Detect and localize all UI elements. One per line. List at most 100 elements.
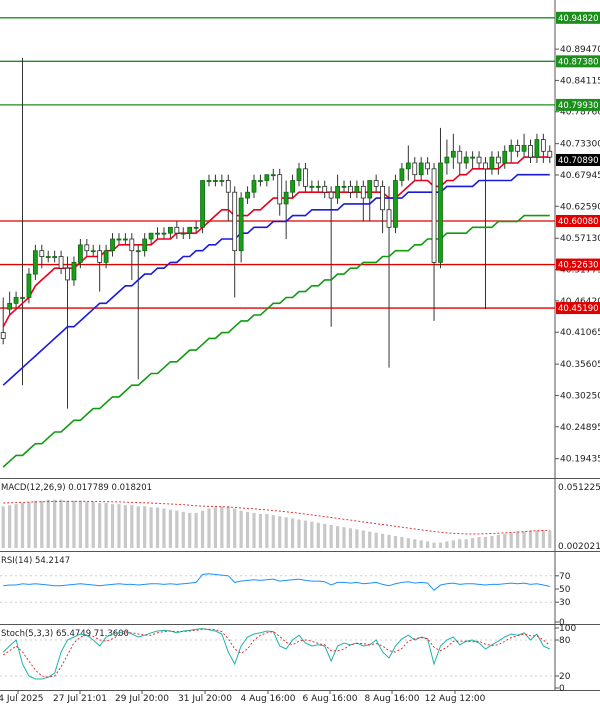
price-tick-label: 40.41065 — [560, 328, 600, 338]
level-tag-label: 40.94820 — [558, 14, 599, 24]
candle-body — [58, 256, 64, 269]
time-tick-label: 6 Aug 16:00 — [303, 694, 358, 704]
candle-body — [495, 156, 501, 164]
level-tag — [556, 302, 600, 315]
moving-average-line — [2, 214, 550, 468]
stoch-title: Stoch(5,3,3) 65.4749 71.3600 — [1, 629, 129, 639]
candle-body — [405, 162, 411, 170]
candle-body — [84, 244, 90, 252]
current-price-tag: 40.70890 — [556, 154, 600, 166]
macd-tick-top: 0.051225 — [558, 483, 600, 493]
candle-body — [77, 244, 83, 263]
candle-body — [457, 150, 463, 164]
price-tick-label: 40.84115 — [560, 76, 600, 86]
candle-body — [7, 302, 13, 310]
candle-body — [277, 174, 283, 205]
candle-body — [367, 180, 373, 199]
candle-body — [0, 332, 6, 339]
candle-body — [155, 232, 160, 235]
level-tag — [556, 258, 600, 271]
candle-body — [65, 267, 70, 281]
candle-body — [470, 156, 476, 159]
stoch-tick-label: 0 — [559, 684, 565, 694]
level-tag-label: 40.87380 — [558, 57, 599, 67]
time-tick-label: 4 Aug 16:00 — [241, 694, 296, 704]
rsi-tick-label: 70 — [559, 572, 571, 582]
moving-averages — [2, 156, 550, 468]
candle-body — [515, 145, 521, 152]
candle-body — [380, 185, 385, 211]
macd-panel: MACD(12,26,9) 0.017789 0.018201 0.051225… — [1, 483, 600, 552]
candle-body — [354, 185, 360, 193]
candle-body — [264, 174, 270, 181]
candle-body — [187, 226, 193, 234]
time-tick-label: 31 Jul 20:00 — [178, 694, 232, 704]
candle-body — [296, 168, 302, 181]
level-tag — [556, 214, 600, 227]
price-tick-label: 40.24895 — [560, 423, 600, 433]
rsi-panel: RSI(14) 54.2147 70 50 30 0 — [0, 556, 571, 628]
candles — [0, 139, 553, 339]
level-tag-label: 40.60080 — [558, 217, 599, 227]
candle-body — [213, 180, 218, 182]
time-tick-label: 27 Jul 21:01 — [53, 694, 107, 704]
candle-body — [322, 185, 328, 193]
current-price-label: 40.70890 — [558, 156, 599, 166]
stoch-tick-label: 80 — [559, 636, 571, 646]
candle-body — [373, 180, 379, 187]
stoch-k-line — [2, 628, 551, 680]
candle-body — [103, 250, 109, 263]
candle-body — [431, 168, 437, 263]
rsi-line — [3, 573, 550, 591]
candle-body — [129, 238, 135, 252]
candle-body — [238, 197, 244, 252]
rsi-tick-label: 0 — [559, 618, 565, 628]
candle-body — [180, 232, 186, 235]
candle-body — [540, 139, 546, 152]
candle-body — [200, 180, 205, 228]
candle-body — [547, 150, 553, 158]
level-tag-label: 40.45190 — [558, 304, 599, 314]
rsi-tick-label: 30 — [559, 598, 571, 608]
time-tick-label: 24 Jul 2025 — [0, 694, 43, 704]
time-tick-label: 8 Aug 16:00 — [365, 694, 420, 704]
candle-body — [386, 209, 392, 228]
candle-body — [39, 250, 45, 257]
level-tag — [556, 98, 600, 111]
moving-average-line — [2, 156, 550, 328]
candle-body — [110, 238, 115, 252]
candle-body — [142, 238, 148, 252]
candle-body — [489, 156, 495, 170]
candle-body — [232, 191, 238, 252]
candle-body — [168, 226, 173, 234]
candle-body — [335, 185, 340, 199]
candle-body — [341, 185, 347, 188]
candle-body — [20, 297, 25, 299]
stoch-panel: Stoch(5,3,3) 65.4749 71.3600 100 80 20 0 — [0, 624, 576, 694]
candle-body — [328, 191, 334, 199]
candle-body — [71, 261, 77, 281]
candle-body — [502, 150, 508, 164]
price-tick-label: 40.73300 — [560, 140, 600, 150]
candle-body — [348, 185, 353, 193]
candle-body — [438, 162, 443, 263]
candle-body — [258, 180, 263, 182]
candle-body — [225, 180, 231, 193]
candle-body — [52, 256, 58, 258]
moving-average-line — [2, 173, 550, 386]
candle-body — [315, 185, 321, 188]
candle-body — [412, 162, 418, 176]
candle-body — [483, 162, 488, 170]
rsi-tick-label: 50 — [559, 585, 571, 595]
candle-body — [97, 250, 103, 263]
candle-body — [135, 250, 141, 253]
candle-body — [399, 168, 405, 181]
candle-body — [393, 180, 398, 228]
price-tick-label: 40.35605 — [560, 360, 600, 370]
candle-body — [444, 156, 450, 164]
candle-body — [122, 238, 128, 241]
candle-body — [360, 185, 366, 199]
price-tick-label: 40.51775 — [560, 266, 600, 276]
